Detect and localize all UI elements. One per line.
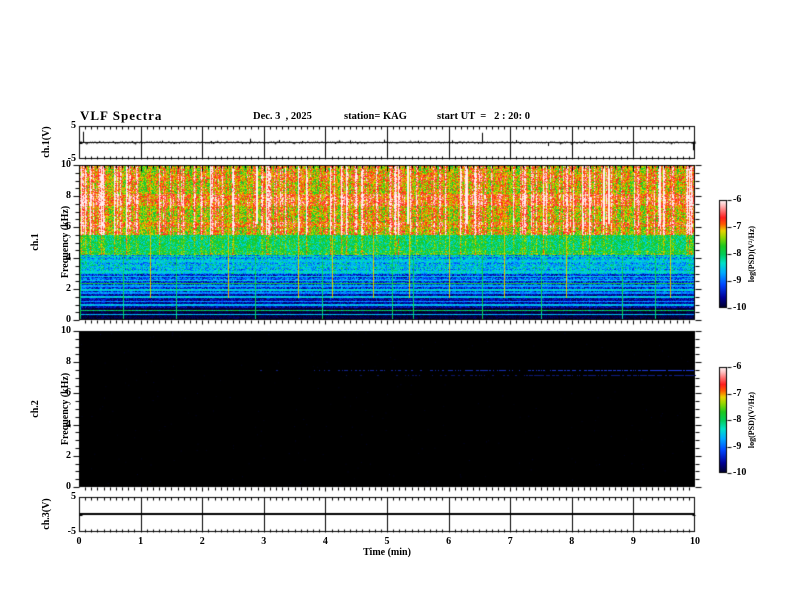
colorbar2-tick-label: -6 <box>733 361 742 372</box>
colorbar2-tick-label: -7 <box>733 387 742 399</box>
time-tick-label: 5 <box>384 536 390 547</box>
station-label: station= KAG <box>344 111 407 122</box>
ch3-voltage-axis-label: ch.3(V) <box>41 498 52 530</box>
colorbar1-tick-label: -9 <box>733 275 742 286</box>
colorbar2-tick-label: -10 <box>733 467 747 478</box>
time-tick-label: 9 <box>630 536 636 547</box>
ch1-frequency-tick-label: 0 <box>66 314 71 325</box>
ch1-voltage-axis-label: ch.1(V) <box>41 126 52 158</box>
ch1-frequency-axis-label-line2: Frequency (kHz) <box>60 205 71 279</box>
ch1-frequency-tick-label: 2 <box>66 283 71 294</box>
ch3-voltage-tick-label: -5 <box>67 526 76 537</box>
ch2-frequency-tick-label: 2 <box>66 449 71 461</box>
ch1-frequency-tick-label: 8 <box>66 190 71 201</box>
time-tick-label: 8 <box>569 536 575 547</box>
time-tick-label: 6 <box>446 536 452 547</box>
ch1-voltage-tick-label: -5 <box>67 153 76 164</box>
ch1-frequency-tick-label: 6 <box>66 221 71 232</box>
ch2-frequency-tick-label: 0 <box>66 481 71 492</box>
ch1-frequency-tick-label: 10 <box>61 159 71 170</box>
ch1-frequency-axis-label: ch.1 Frequency (kHz) <box>11 206 91 278</box>
colorbar1-tick-label: -10 <box>733 302 747 313</box>
ch2-frequency-tick-label: 4 <box>66 418 71 430</box>
ch2-frequency-axis-label-line1: ch.2 <box>30 400 41 418</box>
time-tick-label: 0 <box>76 536 82 547</box>
colorbar2-label: log(PSD)(V²/Hz) <box>747 391 756 449</box>
time-tick-label: 10 <box>690 536 700 547</box>
ch1-frequency-axis-label-line1: ch.1 <box>30 233 41 251</box>
ch2-frequency-tick-label: 10 <box>61 325 71 336</box>
start-ut-label: start UT = 2 : 20: 0 <box>437 111 530 122</box>
colorbar2-tick-label: -9 <box>733 440 742 452</box>
colorbar1-tick-label: -8 <box>733 248 742 259</box>
ch2-frequency-tick-label: 6 <box>66 387 71 399</box>
time-tick-label: 2 <box>199 536 205 547</box>
figure-date: Dec. 3 , 2025 <box>253 111 312 122</box>
ch2-frequency-tick-label: 8 <box>66 356 71 368</box>
ch2-frequency-axis-label: ch.2 Frequency (kHz) <box>11 373 91 445</box>
time-axis-title: Time (min) <box>363 547 411 558</box>
time-tick-label: 1 <box>138 536 144 547</box>
ch2-frequency-axis-label-line2: Frequency (kHz) <box>60 372 71 446</box>
time-tick-label: 4 <box>322 536 328 547</box>
figure-title: VLF Spectra <box>80 108 163 123</box>
colorbar1-label: log(PSD)(V²/Hz) <box>747 225 756 283</box>
colorbar1-tick-label: -7 <box>733 221 742 232</box>
ch1-frequency-tick-label: 4 <box>66 252 71 263</box>
time-tick-label: 3 <box>261 536 267 547</box>
ch1-voltage-tick-label: 5 <box>71 120 76 131</box>
colorbar1-tick-label: -6 <box>733 194 742 205</box>
colorbar2-tick-label: -8 <box>733 414 742 425</box>
time-tick-label: 7 <box>507 536 513 547</box>
ch3-voltage-tick-label: 5 <box>71 491 76 502</box>
